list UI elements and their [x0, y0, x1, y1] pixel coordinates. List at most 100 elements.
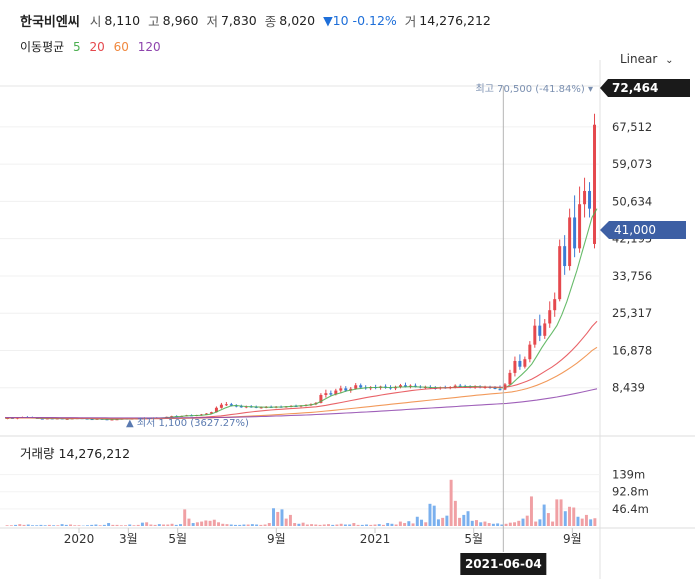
- current-price-tag: [600, 221, 686, 239]
- ma-60-label[interactable]: 60: [113, 40, 129, 54]
- volume-bar: [479, 522, 483, 526]
- moving-average-legend: 이동평균 5 20 60 120: [20, 38, 166, 55]
- volume-bar: [318, 524, 322, 526]
- volume-bar: [458, 517, 462, 526]
- volume-bar: [26, 524, 30, 526]
- volume-bar: [297, 523, 301, 526]
- volume-bar: [576, 516, 580, 526]
- candle-body: [518, 360, 522, 367]
- volume-bar: [183, 509, 187, 526]
- volume-bar: [584, 514, 588, 526]
- candle-body: [110, 419, 114, 421]
- volume-bar: [343, 524, 347, 526]
- volume-bar: [179, 524, 182, 526]
- volume-bar: [551, 521, 555, 526]
- volume-bar: [162, 524, 166, 526]
- volume-bar: [14, 524, 18, 526]
- open-value: 8,110: [104, 12, 141, 28]
- price-tick-label: 59,073: [612, 157, 652, 171]
- volume-bar: [310, 524, 314, 526]
- volume-bar: [394, 524, 398, 526]
- chevron-down-icon: ⌄: [665, 55, 674, 66]
- volume-bar: [233, 524, 237, 526]
- candle-body: [578, 204, 582, 249]
- volume-bar: [555, 499, 559, 526]
- candle-body: [538, 325, 542, 336]
- volume-bar: [204, 520, 208, 526]
- price-tick-label: 67,512: [612, 120, 652, 134]
- candle-body: [453, 385, 457, 388]
- volume-bar: [305, 524, 309, 526]
- volume-bar: [529, 496, 533, 526]
- volume-bar: [153, 524, 157, 526]
- volume-panel-value: 14,276,212: [58, 446, 131, 461]
- volume-bar: [381, 524, 385, 526]
- candle-body: [354, 385, 358, 389]
- volume-bar: [365, 524, 369, 526]
- volume-bar: [487, 523, 491, 526]
- candle-body: [553, 299, 557, 311]
- volume-bar: [415, 516, 419, 526]
- candle-body: [493, 387, 497, 389]
- ma120-line: [5, 388, 598, 419]
- volume-bar: [229, 524, 233, 526]
- ma-5-label[interactable]: 5: [73, 40, 81, 54]
- low-value: 7,830: [220, 12, 257, 28]
- volume-bar: [390, 523, 394, 526]
- candle-body: [65, 418, 69, 420]
- volume-tick-label: 139m: [612, 468, 645, 482]
- price-tick-label: 25,317: [612, 306, 652, 320]
- volume-bar: [301, 522, 305, 526]
- volume-bar: [559, 499, 563, 526]
- volume-bar: [593, 518, 597, 526]
- candle-body: [359, 385, 363, 388]
- ma-20-label[interactable]: 20: [89, 40, 105, 54]
- volume-bar: [107, 523, 111, 526]
- volume-bar: [432, 505, 436, 526]
- x-tick-label: 3월: [119, 532, 138, 546]
- volume-bar: [98, 525, 102, 526]
- candle-body: [219, 404, 223, 408]
- candle-body: [90, 419, 94, 421]
- ma-120-label[interactable]: 120: [137, 40, 161, 54]
- x-tick-label: 5월: [464, 532, 483, 546]
- volume-bar: [572, 507, 576, 526]
- volume-bar: [200, 521, 204, 526]
- volume-bar: [5, 525, 9, 526]
- candle-body: [339, 388, 343, 391]
- high-annotation: 최고 70,500 (-41.84%) ▾: [476, 83, 594, 95]
- candle-body: [329, 393, 333, 395]
- volume-bar: [145, 522, 149, 526]
- volume-bar: [546, 513, 550, 526]
- stock-header: 한국비엔씨 시 8,110 고 8,960 저 7,830 종 8,020 ▼10 -0…: [20, 10, 499, 30]
- volume-bar: [187, 518, 191, 526]
- volume-bar: [73, 525, 77, 526]
- candle-body: [403, 385, 407, 387]
- candle-body: [563, 246, 567, 267]
- volume-bar: [521, 518, 525, 526]
- volume-bar: [327, 524, 330, 526]
- volume-bar: [267, 523, 271, 526]
- volume-bar: [35, 525, 39, 526]
- volume-bar: [483, 521, 487, 526]
- scale-select[interactable]: Linear ⌄: [620, 52, 674, 66]
- low-annotation: ▲ 최저 1,100 (3627.27%): [126, 417, 249, 429]
- volume-bar: [225, 524, 229, 526]
- volume-bar: [272, 508, 275, 526]
- volume-panel-label: 거래량: [20, 446, 55, 461]
- volume-bar: [369, 524, 373, 526]
- candle-body: [319, 394, 323, 403]
- volume-tick-label: 92.8m: [612, 485, 649, 499]
- candle-body: [533, 325, 537, 345]
- volume-bar: [513, 522, 517, 526]
- volume-bar: [538, 519, 542, 526]
- candle-body: [239, 406, 243, 408]
- candle-body: [543, 323, 547, 336]
- high-label: 고: [148, 13, 160, 29]
- volume-bar: [356, 524, 360, 526]
- change-value: ▼10 -0.12%: [323, 12, 397, 28]
- high-value: 8,960: [162, 12, 199, 28]
- volume-bar: [339, 523, 343, 526]
- volume-bar: [242, 524, 246, 526]
